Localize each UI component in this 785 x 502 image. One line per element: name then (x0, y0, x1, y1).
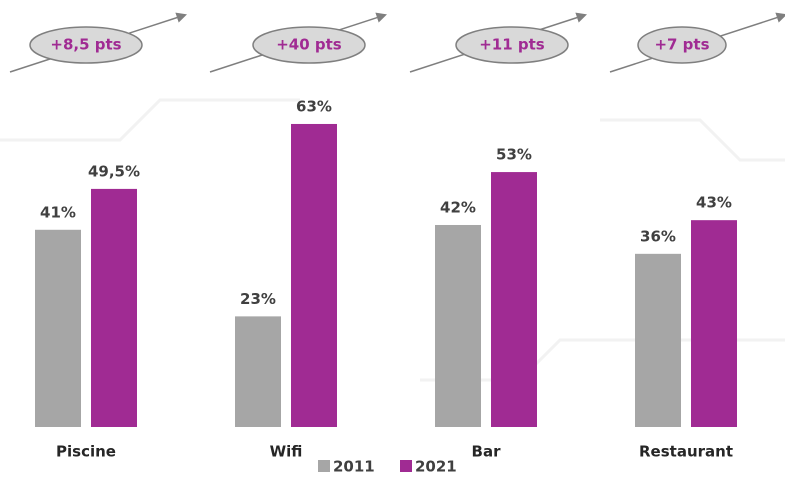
annotation-bubble (455, 26, 569, 64)
value-label: 53% (496, 146, 532, 164)
value-label: 49,5% (88, 162, 140, 180)
legend-swatch (318, 460, 330, 472)
value-label: 42% (440, 198, 476, 216)
legend-swatch (400, 460, 412, 472)
category-label: Wifi (270, 443, 303, 461)
legend-label: 2011 (333, 458, 375, 476)
legend-label: 2021 (415, 458, 457, 476)
annotation-bubble (637, 26, 727, 64)
bar (291, 123, 337, 427)
bar (635, 253, 681, 427)
value-label: 43% (696, 194, 732, 212)
value-label: 41% (40, 203, 76, 221)
annotation: +11 pts (479, 36, 545, 54)
annotation: +7 pts (654, 36, 709, 54)
annotation: +8,5 pts (50, 36, 121, 54)
value-label: 23% (240, 290, 276, 308)
bar (691, 220, 737, 427)
bar (91, 188, 137, 427)
annotation-bubble (252, 26, 366, 64)
bar (435, 224, 481, 427)
annotation-bubble (29, 26, 143, 64)
value-label: 63% (296, 97, 332, 115)
bar (35, 229, 81, 427)
category-label: Restaurant (639, 443, 733, 461)
category-label: Bar (472, 443, 502, 461)
category-label: Piscine (56, 443, 116, 461)
bar (491, 172, 537, 427)
bar (235, 316, 281, 427)
annotation: +40 pts (276, 36, 342, 54)
value-label: 36% (640, 227, 676, 245)
